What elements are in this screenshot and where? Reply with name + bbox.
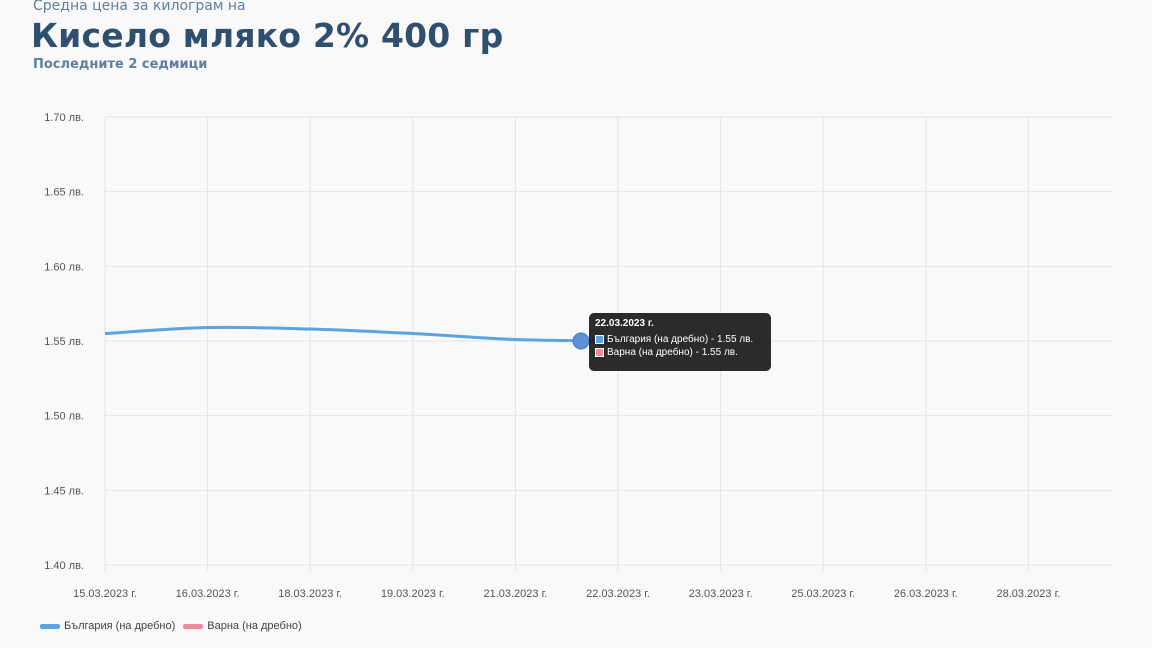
x-tick-label: 19.03.2023 г. [381, 588, 445, 600]
y-axis: 1.70 лв. 1.65 лв. 1.60 лв. 1.55 лв. 1.50 лв.… [44, 112, 84, 572]
chart-period: Последните 2 седмици [33, 57, 208, 72]
legend-item-varna[interactable]: Варна (на дребно) [183, 620, 302, 632]
x-tick-label: 25.03.2023 г. [791, 588, 855, 600]
y-tick-label: 1.55 лв. [44, 336, 84, 348]
y-tick-label: 1.45 лв. [44, 485, 84, 497]
tooltip-swatch-varna [595, 348, 604, 357]
x-tick-label: 18.03.2023 г. [278, 588, 342, 600]
y-tick-label: 1.65 лв. [44, 187, 84, 199]
chart-title: Кисело мляко 2% 400 гр [31, 16, 504, 55]
legend-swatch-varna [183, 623, 204, 629]
legend-item-bulgaria[interactable]: България (на дребно) [40, 620, 175, 632]
x-tick-label: 21.03.2023 г. [483, 588, 547, 600]
tooltip-row-bulgaria: България (на дребно) - 1.55 лв. [595, 334, 765, 345]
x-tick-label: 23.03.2023 г. [689, 588, 753, 600]
x-tick-label: 28.03.2023 г. [996, 588, 1060, 600]
legend-label-bulgaria: България (на дребно) [64, 620, 176, 632]
tooltip: 22.03.2023 г. България (на дребно) - 1.5… [589, 313, 771, 371]
y-tick-label: 1.40 лв. [44, 560, 84, 572]
y-tick-label: 1.50 лв. [44, 411, 84, 423]
tooltip-title: 22.03.2023 г. [595, 318, 654, 329]
x-tick-label: 22.03.2023 г. [586, 588, 650, 600]
y-tick-label: 1.60 лв. [44, 261, 84, 273]
chart-subtitle: Средна цена за килограм на [33, 0, 246, 14]
tooltip-text-varna: Варна (на дребно) - 1.55 лв. [607, 347, 738, 358]
tooltip-text-bulgaria: България (на дребно) - 1.55 лв. [607, 334, 754, 345]
y-tick-label: 1.70 лв. [44, 112, 84, 124]
tooltip-row-varna: Варна (на дребно) - 1.55 лв. [595, 347, 765, 358]
grid [104, 116, 1113, 571]
legend-label-varna: Варна (на дребно) [207, 620, 302, 632]
legend: България (на дребно) Варна (на дребно) [40, 620, 310, 632]
x-tick-label: 26.03.2023 г. [894, 588, 958, 600]
series-layer [104, 325, 619, 350]
series-line-0[interactable] [104, 325, 619, 343]
x-axis: 15.03.2023 г. 16.03.2023 г. 18.03.2023 г. 1… [73, 588, 1060, 600]
hover-point[interactable] [572, 332, 590, 350]
x-tick-label: 15.03.2023 г. [73, 588, 137, 600]
tooltip-swatch-bulgaria [595, 335, 604, 344]
x-tick-label: 16.03.2023 г. [176, 588, 240, 600]
legend-swatch-bulgaria [40, 623, 60, 629]
